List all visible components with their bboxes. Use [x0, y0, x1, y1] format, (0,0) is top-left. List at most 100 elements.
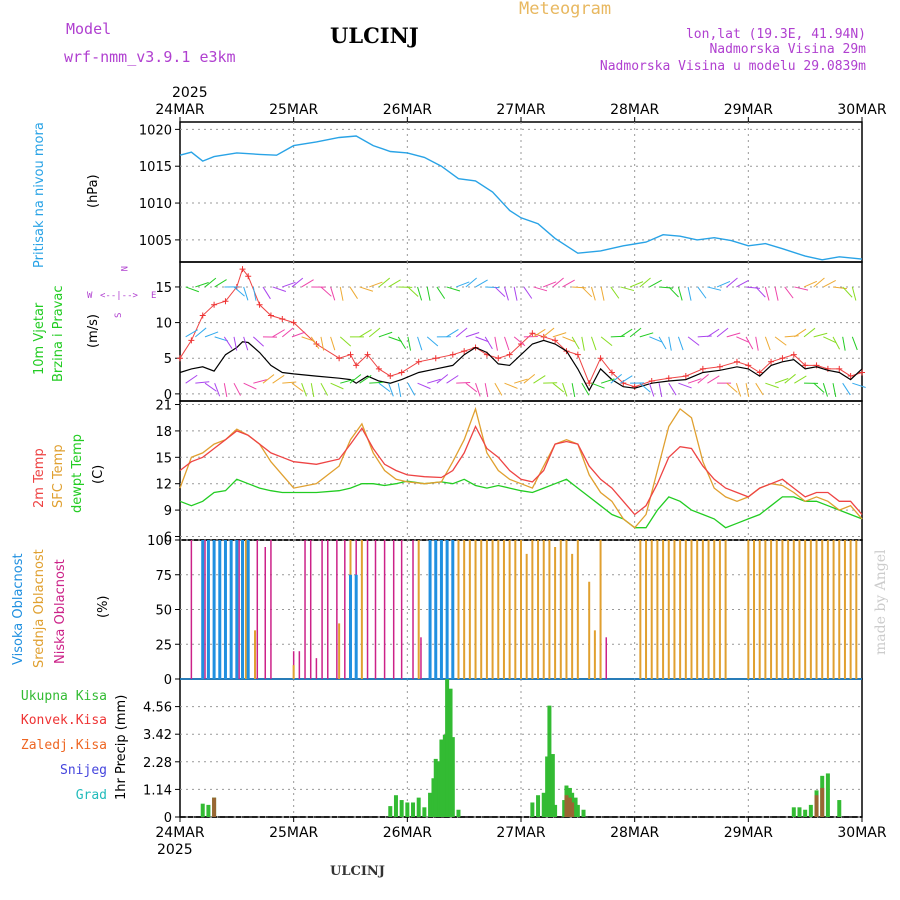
- wind-direction-arrow: [223, 383, 228, 398]
- wind-direction-arrow: [659, 286, 674, 289]
- gust-marker: [682, 373, 689, 380]
- gust-marker: [290, 319, 297, 326]
- gust-marker: [586, 380, 593, 387]
- gridlines: [293, 122, 749, 817]
- wind-direction-arrow: [504, 286, 509, 301]
- wind-direction-arrow: [716, 281, 731, 288]
- precip-bar-total: [388, 806, 393, 817]
- gust-marker: [364, 351, 371, 358]
- compass-arrow: <--|-->: [100, 291, 139, 301]
- precip-bar-total: [399, 800, 404, 817]
- wind-direction-arrow: [523, 286, 533, 299]
- wind-direction-arrow: [485, 286, 500, 289]
- y-tick-label: 1.14: [143, 783, 172, 798]
- y-tick-label: 21: [155, 399, 172, 414]
- y-tick-label: 4.56: [143, 701, 172, 716]
- wind-direction-arrow: [591, 336, 597, 351]
- wind-direction-arrow: [436, 286, 446, 299]
- time-label-top: 27MAR: [496, 102, 545, 118]
- precip-bar-total: [450, 737, 455, 817]
- wind-direction-arrow: [794, 375, 807, 384]
- wind-direction-arrow: [562, 383, 568, 397]
- wind-direction-arrow: [572, 286, 587, 289]
- precip-bar-convective: [567, 797, 572, 817]
- wind-direction-arrow: [852, 382, 866, 388]
- gust-marker: [574, 351, 581, 358]
- wind-direction-arrow: [272, 329, 285, 338]
- gust-marker: [847, 373, 854, 380]
- wind-direction-arrow: [282, 381, 297, 384]
- wind-direction-arrow: [851, 336, 858, 351]
- wind-direction-arrow: [214, 279, 227, 288]
- legend-total-rain: Ukupna Kisa: [21, 689, 107, 704]
- wind-direction-arrow: [764, 336, 771, 351]
- wind-direction-arrow: [764, 286, 770, 301]
- wind-direction-arrow: [465, 331, 480, 338]
- wind-direction-arrow: [185, 286, 200, 293]
- wind-direction-arrow: [562, 279, 575, 288]
- gust-marker: [336, 355, 343, 362]
- wind-direction-arrow: [639, 382, 651, 393]
- wind-direction-arrow: [369, 381, 384, 384]
- y-tick-label: 1010: [139, 197, 172, 212]
- wind-direction-arrow: [639, 332, 654, 338]
- wind-direction-arrow: [504, 382, 518, 389]
- wind-direction-arrow: [252, 336, 264, 347]
- precip-bar-total: [433, 758, 438, 817]
- gust-marker: [177, 355, 183, 362]
- wind-direction-arrow: [349, 286, 358, 299]
- precip-bar-total: [206, 804, 211, 817]
- gust-marker: [415, 358, 422, 365]
- wind-direction-arrow: [571, 383, 576, 398]
- wind-direction-arrow: [687, 336, 700, 346]
- location-label: lon,lat (19.3E, 41.94N): [686, 27, 866, 42]
- wind-direction-arrow: [822, 383, 828, 397]
- cloud-label-high: Visoka Oblacnost: [11, 553, 26, 665]
- gust-marker: [239, 266, 246, 273]
- wind-direction-arrow: [697, 335, 712, 338]
- wind-direction-arrow: [436, 374, 449, 384]
- precip-bar-total: [550, 754, 555, 817]
- wind-direction-arrow: [281, 327, 294, 338]
- precip-bar-total: [575, 804, 580, 817]
- wind-direction-arrow: [649, 336, 663, 343]
- temp-label-dewpt: dewpt Temp: [70, 434, 85, 513]
- footer-station: ULCINJ: [330, 864, 385, 879]
- y-tick-label: 18: [155, 425, 172, 440]
- precip-bar-total: [837, 800, 842, 817]
- time-label-bottom: 27MAR: [496, 825, 545, 841]
- wind-direction-arrow: [562, 336, 576, 343]
- y-tick-label: 15: [155, 451, 172, 466]
- wind-direction-arrow: [388, 279, 401, 288]
- wind-direction-arrow: [620, 328, 633, 338]
- wind-direction-arrow: [446, 286, 461, 292]
- wind-direction-arrow: [214, 383, 221, 397]
- compass-w: W: [87, 291, 93, 301]
- wind-direction-arrow: [658, 336, 667, 350]
- wind-direction-arrow: [552, 382, 564, 393]
- wind-direction-arrow: [291, 331, 306, 338]
- gust-marker: [353, 362, 360, 369]
- gust-marker: [733, 358, 740, 365]
- gust-marker: [449, 351, 456, 358]
- time-label-top: 28MAR: [610, 102, 659, 118]
- pressure-line: [179, 135, 863, 261]
- y-tick-label: 50: [155, 604, 172, 619]
- precip-bar-total: [530, 802, 535, 817]
- wind-direction-arrow: [369, 281, 383, 288]
- precip-bar-total: [431, 778, 436, 817]
- wind-direction-arrow: [803, 280, 818, 288]
- wind-direction-arrow: [542, 327, 555, 338]
- wind-direction-arrow: [243, 382, 257, 390]
- wind-direction-arrow: [475, 383, 481, 397]
- gust-marker: [608, 369, 615, 376]
- wind-direction-arrow: [755, 382, 764, 396]
- precip-bar-total: [405, 802, 410, 817]
- gust-marker: [597, 355, 604, 362]
- legend-snow: Snijeg: [60, 763, 107, 778]
- y-tick-label: 10: [155, 317, 172, 332]
- wind-direction-arrow: [533, 375, 546, 384]
- precip-bar-total: [808, 804, 813, 817]
- wind-direction-arrow: [842, 336, 846, 351]
